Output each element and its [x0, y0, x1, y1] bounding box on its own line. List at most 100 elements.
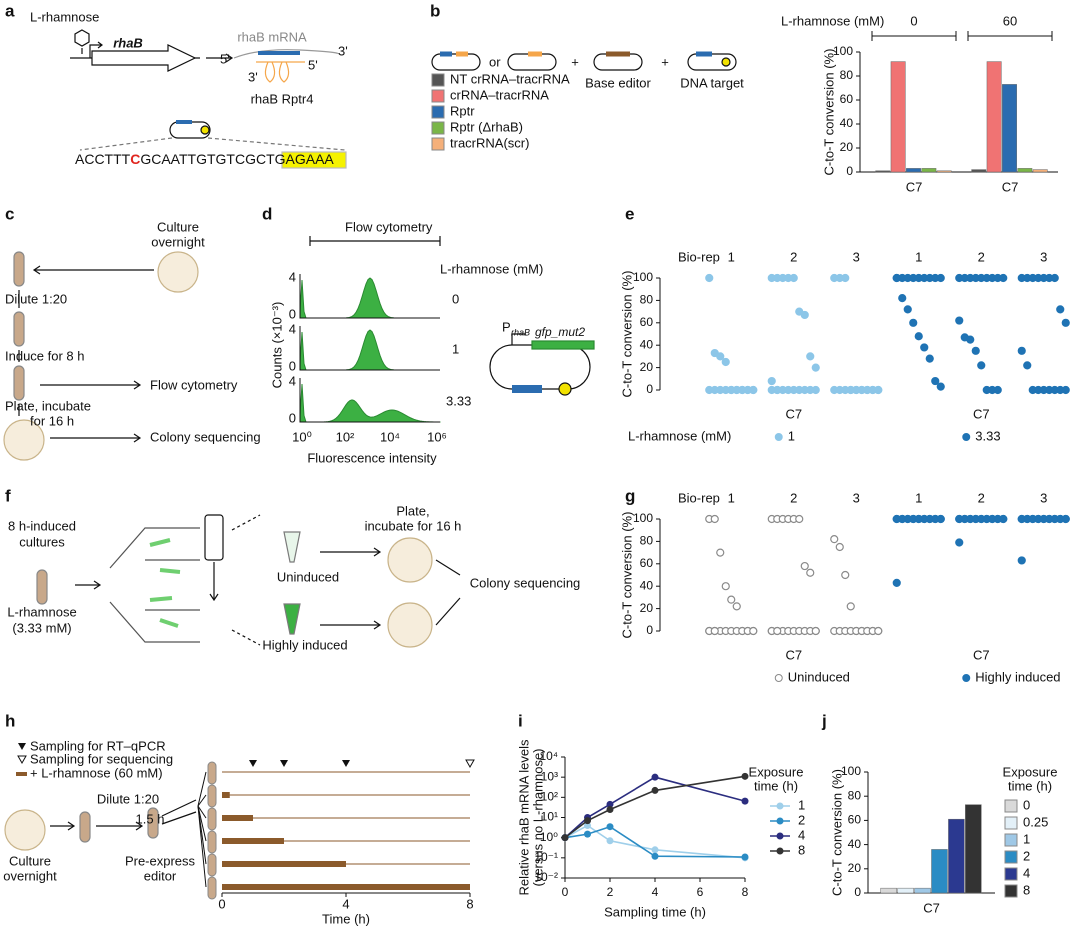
fan-arrow	[197, 771, 207, 807]
point	[846, 602, 855, 611]
legend-label: 0	[1023, 797, 1030, 812]
label: Counts (×10⁻³)	[269, 302, 284, 389]
tube	[207, 853, 217, 877]
x-tick-label: 8	[466, 896, 473, 911]
point	[914, 332, 923, 341]
arrow	[75, 580, 102, 590]
exposure-bar	[222, 792, 230, 798]
panel-label: d	[262, 204, 272, 223]
rep-label: 2	[978, 490, 985, 505]
arrows	[320, 547, 461, 630]
y-tick-label: 10²	[541, 790, 558, 804]
point	[971, 346, 980, 355]
point	[909, 318, 918, 327]
label: Pre-express	[125, 853, 196, 868]
bar	[971, 169, 987, 173]
legend-label: 0.25	[1023, 814, 1048, 829]
arrow	[209, 562, 219, 602]
x-tick-label: C7	[973, 647, 990, 662]
panel-label: j	[821, 711, 827, 730]
point	[749, 626, 758, 636]
point	[999, 273, 1008, 283]
legend-swatch	[431, 105, 445, 119]
point	[710, 626, 719, 636]
label: 10⁴	[380, 429, 400, 444]
plate	[387, 537, 433, 583]
histogram	[299, 329, 440, 371]
legend-swatch	[431, 89, 445, 103]
label: (3.33 mM)	[12, 620, 71, 635]
point	[651, 846, 659, 854]
label: rhaB	[511, 327, 530, 337]
legend-marker	[962, 433, 971, 441]
point	[705, 273, 714, 283]
tube	[207, 876, 217, 900]
legend-swatch	[1004, 833, 1018, 847]
point	[789, 273, 798, 283]
exposure-bar	[222, 815, 253, 821]
promoter	[81, 41, 103, 58]
label: cultures	[19, 534, 65, 549]
x-tick-label: 0	[562, 885, 569, 899]
point	[1023, 361, 1032, 370]
legend-label: Highly induced	[975, 669, 1060, 684]
plate	[157, 251, 199, 293]
y-tick-label: 10⁻¹	[534, 850, 558, 864]
label: Sampling for RT–qPCR	[30, 738, 166, 753]
point	[584, 822, 591, 830]
arrows	[50, 799, 197, 831]
point	[773, 385, 782, 395]
arrow	[206, 53, 234, 63]
y-tick-label: 80	[640, 534, 654, 548]
legend-swatch	[1004, 884, 1018, 898]
point	[773, 626, 782, 636]
point	[606, 800, 614, 808]
x-tick-label: 4	[652, 885, 659, 899]
legend-label: 2	[798, 812, 805, 827]
y-tick-label: 4	[289, 269, 296, 284]
y-axis-title: Relative rhaB mRNA levels	[516, 739, 531, 896]
deflection	[231, 514, 261, 646]
label: L-rhamnose (mM)	[440, 261, 543, 276]
point	[1061, 514, 1070, 524]
fan-arrow	[197, 794, 207, 807]
tube	[13, 365, 25, 401]
rep-label: 1	[728, 249, 735, 264]
legend-title: L-rhamnose (mM)	[628, 428, 731, 443]
panel-label: c	[5, 204, 14, 223]
y-tick-label: 0	[646, 382, 653, 396]
label: +	[661, 54, 669, 69]
y-tick-label: 60	[848, 813, 862, 827]
panel-label: b	[430, 1, 440, 20]
y-tick-label: 60	[640, 556, 654, 570]
point	[767, 376, 776, 386]
legend-title: time (h)	[754, 778, 798, 793]
label: 10²	[336, 429, 355, 444]
y-axis-title: C-to-T conversion (%)	[619, 271, 634, 398]
tube	[36, 569, 48, 605]
label: rhaB	[113, 35, 143, 50]
legend-label: 1	[788, 428, 795, 443]
point	[977, 361, 986, 370]
y-tick-label: 10⁰	[540, 830, 558, 844]
label: 10⁶	[427, 429, 447, 444]
label: Induce for 8 h	[5, 348, 85, 363]
legend-marker	[776, 802, 784, 810]
target-site	[200, 125, 210, 135]
y-tick-label: 100	[841, 764, 861, 778]
legend-swatch	[431, 121, 445, 135]
zoom-lines	[79, 137, 346, 151]
point	[966, 335, 975, 344]
label: 8 h-induced	[8, 518, 76, 533]
y-axis-title: C-to-T conversion (%)	[829, 769, 844, 896]
point	[1061, 318, 1070, 327]
x-tick-label: 8	[742, 885, 749, 899]
point	[811, 626, 820, 636]
bracket	[309, 236, 441, 246]
rep-title: Bio-rep	[678, 249, 720, 264]
point	[806, 568, 815, 577]
sequence-pam: TGAGAAA	[266, 151, 334, 167]
panel-label: g	[625, 486, 635, 505]
label: 3.33	[446, 393, 471, 408]
bar	[948, 818, 965, 894]
